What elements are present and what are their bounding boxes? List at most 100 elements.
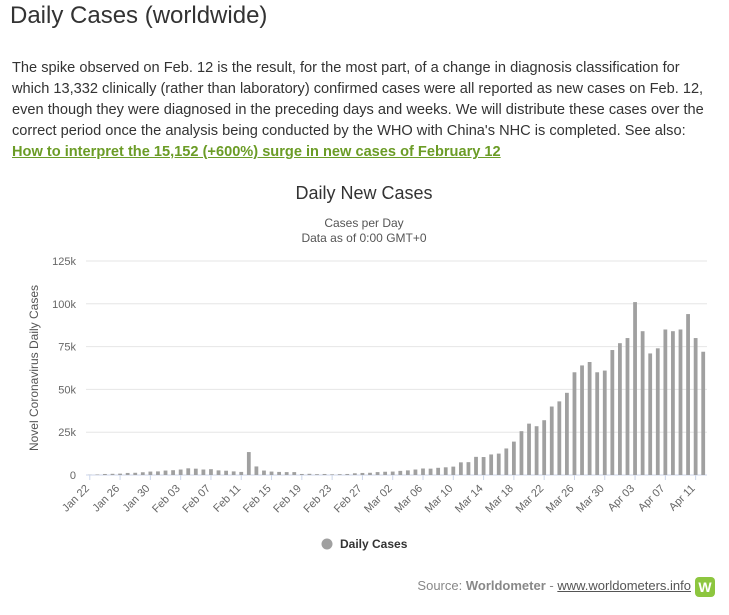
source-prefix: Source: <box>417 578 466 593</box>
bar-feb-17 <box>284 472 289 475</box>
x-tick-label: Jan 26 <box>90 483 122 515</box>
bar-mar-15 <box>489 454 494 475</box>
bar-mar-27 <box>580 365 584 475</box>
x-tick-label: Mar 26 <box>544 483 577 516</box>
bar-mar-25 <box>565 392 569 475</box>
x-tick-label: Mar 10 <box>423 483 456 516</box>
bar-mar-08 <box>436 467 441 475</box>
x-tick-label: Jan 22 <box>60 483 92 515</box>
x-tick-label: Feb 19 <box>271 483 304 516</box>
bar-feb-26 <box>352 473 357 475</box>
bar-feb-27 <box>360 472 365 475</box>
bar-apr-12 <box>701 351 706 475</box>
bar-feb-14 <box>262 470 266 475</box>
bar-apr-10 <box>686 314 690 475</box>
source-separator: - <box>545 578 558 593</box>
intro-text: The spike observed on Feb. 12 is the res… <box>12 60 704 139</box>
bar-jan-23 <box>95 474 100 475</box>
bar-mar-16 <box>496 453 501 475</box>
bar-feb-02 <box>171 470 175 475</box>
x-tick-label: Feb 07 <box>180 483 213 516</box>
x-tick-label: Apr 11 <box>667 483 698 514</box>
source-name: Worldometer <box>465 578 546 593</box>
bar-mar-05 <box>413 469 418 475</box>
source-link[interactable]: www.worldometers.info <box>557 578 691 593</box>
bar-mar-30 <box>602 370 607 475</box>
bar-apr-06 <box>655 348 660 475</box>
bar-feb-19 <box>299 473 304 475</box>
y-tick-label: 50k <box>58 384 76 396</box>
bar-mar-07 <box>428 468 433 475</box>
x-tick-label: Jan 30 <box>121 483 153 515</box>
bar-mar-24 <box>557 401 562 475</box>
bar-jan-30 <box>148 471 153 475</box>
bar-feb-08 <box>216 470 221 475</box>
bar-feb-09 <box>224 470 228 475</box>
x-tick-label: Feb 27 <box>332 483 365 516</box>
x-tick-label: Mar 30 <box>574 483 607 516</box>
bar-feb-21 <box>315 474 319 475</box>
bar-mar-19 <box>519 431 524 475</box>
bar-apr-04 <box>640 331 645 475</box>
y-tick-label: 0 <box>70 470 76 482</box>
interpret-surge-link[interactable]: How to interpret the 15,152 (+600%) surg… <box>12 144 501 160</box>
chart-title: Daily New Cases <box>295 183 432 203</box>
bar-apr-09 <box>678 329 683 475</box>
legend-marker <box>321 538 333 550</box>
bar-jan-29 <box>140 472 145 475</box>
bar-feb-20 <box>307 473 312 475</box>
intro-paragraph: The spike observed on Feb. 12 is the res… <box>12 58 712 163</box>
bar-mar-20 <box>527 423 531 475</box>
chart-subtitle-line: Cases per Day <box>324 216 403 230</box>
bar-mar-31 <box>610 350 615 475</box>
legend-label-daily-cases: Daily Cases <box>340 537 408 551</box>
bar-feb-23 <box>330 474 335 475</box>
bar-mar-21 <box>534 426 539 475</box>
y-tick-label: 75k <box>58 342 76 354</box>
bar-feb-10 <box>231 471 236 475</box>
x-tick-label: Feb 11 <box>211 483 243 515</box>
bar-feb-13 <box>254 466 259 475</box>
bar-mar-23 <box>549 406 554 475</box>
bar-mar-06 <box>421 468 425 475</box>
bar-feb-07 <box>209 469 213 475</box>
y-tick-label: 25k <box>58 427 76 439</box>
bar-jan-31 <box>156 471 160 475</box>
bar-mar-01 <box>383 471 388 475</box>
bar-apr-07 <box>663 329 668 475</box>
bar-jan-27 <box>125 472 130 475</box>
x-tick-label: Mar 14 <box>453 483 486 516</box>
bar-mar-03 <box>398 470 403 475</box>
bar-apr-03 <box>633 302 637 475</box>
worldometer-logo-icon[interactable]: W <box>695 577 715 597</box>
bar-jan-25 <box>110 473 115 475</box>
bar-mar-02 <box>390 471 395 475</box>
x-tick-label: Mar 18 <box>483 483 516 516</box>
bar-apr-05 <box>648 353 653 475</box>
x-tick-label: Mar 22 <box>514 483 547 516</box>
bar-apr-11 <box>693 338 698 475</box>
bar-mar-29 <box>595 372 600 475</box>
bar-apr-08 <box>671 331 675 475</box>
bar-feb-06 <box>201 469 206 475</box>
bar-mar-11 <box>458 462 463 475</box>
x-tick-label: Feb 23 <box>302 483 335 516</box>
bar-feb-18 <box>292 472 297 475</box>
bar-jan-26 <box>118 473 122 475</box>
x-tick-label: Feb 15 <box>241 483 274 516</box>
x-tick-label: Mar 02 <box>362 483 395 516</box>
bar-mar-10 <box>451 466 456 475</box>
bar-feb-01 <box>163 470 168 475</box>
x-tick-label: Apr 07 <box>636 483 667 514</box>
bar-apr-02 <box>625 338 630 475</box>
bar-feb-29 <box>375 472 380 475</box>
bar-jan-28 <box>133 472 138 475</box>
x-tick-label: Mar 06 <box>392 483 425 516</box>
bar-mar-14 <box>481 457 486 475</box>
bar-mar-13 <box>474 456 478 475</box>
bar-feb-16 <box>277 471 282 475</box>
bar-mar-18 <box>511 441 516 475</box>
bar-feb-11 <box>239 471 244 475</box>
bar-mar-04 <box>405 470 410 475</box>
